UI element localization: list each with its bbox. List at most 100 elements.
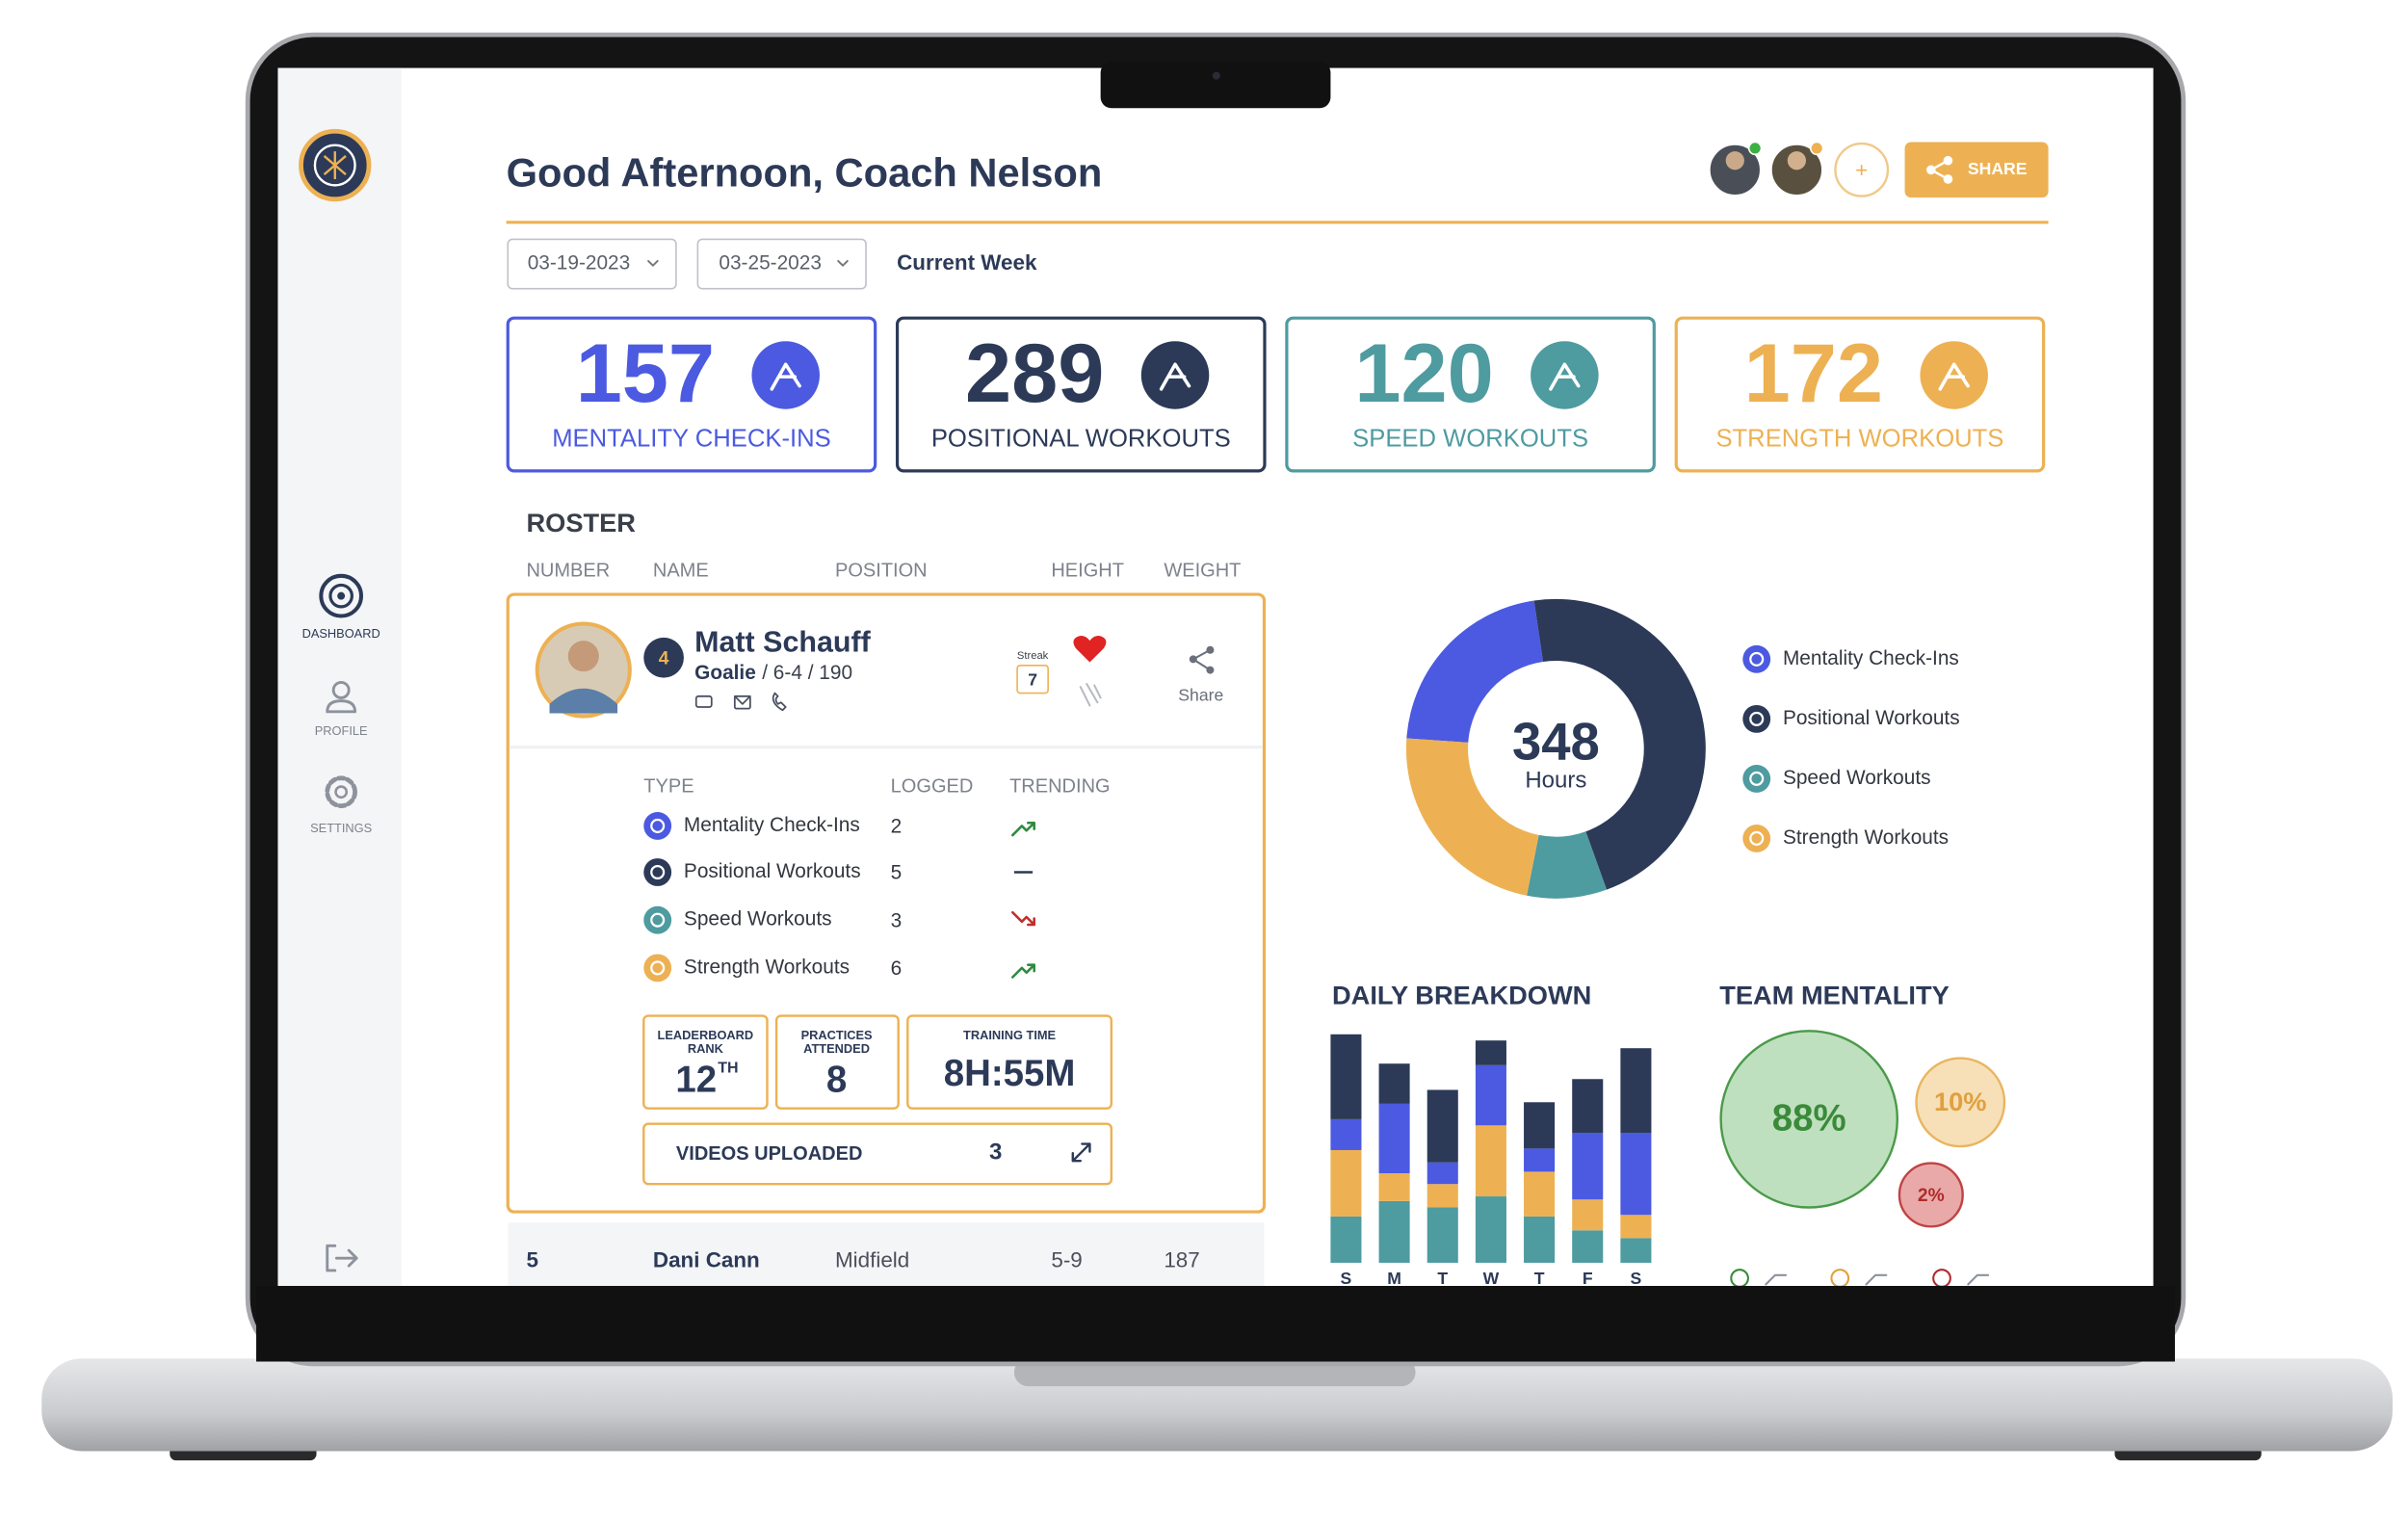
stat-glyph: [1159, 362, 1191, 391]
date-start: 03-19-2023: [528, 252, 631, 275]
number-badge: [643, 637, 684, 678]
player-details: / 6-4 / 190: [762, 661, 852, 683]
share-link[interactable]: Share: [1178, 685, 1223, 704]
nav-icon: [334, 785, 349, 799]
videos-box[interactable]: [642, 1122, 1113, 1186]
roster-row[interactable]: [508, 1222, 1265, 1299]
date-dropdown[interactable]: [507, 238, 677, 290]
icon-part: [733, 694, 751, 710]
roster-cell: Midfield: [835, 1247, 909, 1271]
legend-label: Mentality Check-Ins: [1783, 647, 1959, 669]
legend-glyph: [1749, 830, 1765, 846]
trend-up: [1011, 963, 1035, 979]
bar-segment: [1572, 1133, 1604, 1200]
player-name: Matt Schauff: [694, 625, 871, 658]
type-glyph: [650, 960, 666, 976]
donut-segment: [1527, 831, 1608, 899]
player-number: 4: [659, 648, 669, 668]
camera: [1212, 71, 1220, 80]
bubble-label: 88%: [1772, 1098, 1846, 1140]
type-glyph: [650, 818, 666, 833]
column-header: NAME: [653, 560, 709, 581]
stat-glyph: [1549, 362, 1581, 391]
column-header: WEIGHT: [1164, 560, 1241, 581]
type-icon: [643, 858, 672, 886]
type-logged: 2: [891, 816, 903, 838]
bar-segment: [1475, 1125, 1506, 1197]
nav-label: DASHBOARD: [302, 626, 380, 641]
legend-swatch: [1742, 824, 1771, 852]
nav-settings[interactable]: SETTINGS: [310, 775, 372, 835]
bubble: [1719, 1030, 1898, 1209]
bubble: [1898, 1162, 1964, 1228]
roster-cell: 5: [526, 1247, 537, 1271]
stat-label: POSITIONAL WORKOUTS: [931, 426, 1231, 453]
training-label: TRAINING TIME: [963, 1028, 1057, 1042]
rank-label: LEADERBOARD: [658, 1028, 754, 1042]
bar-segment: [1524, 1148, 1556, 1172]
bar-segment: [1475, 1064, 1506, 1126]
nav-icon: [319, 573, 364, 618]
bar-segment: [1330, 1034, 1362, 1119]
table-header: TRENDING: [1009, 776, 1111, 798]
stat-value: 289: [965, 328, 1104, 420]
nav-icon: [326, 699, 357, 714]
heart-icon[interactable]: [1073, 635, 1107, 663]
logo-ring: [313, 144, 356, 187]
stat-value: 172: [1744, 328, 1883, 420]
avatar-face: [1725, 151, 1744, 170]
bar-segment: [1524, 1102, 1556, 1149]
icon-part: [772, 692, 787, 712]
legend-swatch: [1742, 644, 1771, 673]
trend-down: [1011, 910, 1035, 927]
date-dropdown[interactable]: [696, 238, 867, 290]
logout-icon[interactable]: [326, 1244, 358, 1272]
expand-icon[interactable]: [1071, 1142, 1091, 1163]
legend-glyph: [1749, 771, 1765, 786]
contact-icons[interactable]: [694, 692, 787, 712]
type-logged: 6: [891, 957, 903, 980]
legend-label: Strength Workouts: [1783, 826, 1949, 849]
bar-segment: [1620, 1048, 1652, 1134]
legend-glyph: [1749, 651, 1765, 667]
bar-segment: [1475, 1040, 1506, 1065]
bar-segment: [1426, 1089, 1458, 1163]
x-tick-label: M: [1387, 1269, 1401, 1288]
nav-dashboard[interactable]: DASHBOARD: [302, 573, 380, 641]
trend-icon: [1865, 1273, 1888, 1286]
chart-title: DAILY BREAKDOWN: [1332, 981, 1591, 1010]
donut-total: 348: [1512, 712, 1600, 771]
add-label: +: [1855, 158, 1868, 182]
bar-segment: [1524, 1171, 1556, 1217]
type-name: Speed Workouts: [684, 908, 832, 930]
nav-profile[interactable]: PROFILE: [315, 680, 368, 738]
practices-value: 8: [826, 1060, 847, 1101]
type-icon: [643, 812, 672, 840]
status-dot: [1810, 141, 1824, 156]
rank-box: [642, 1014, 769, 1110]
trend-icon: [1967, 1273, 1990, 1286]
clap-icon[interactable]: [1079, 682, 1102, 707]
app: DASHBOARD PROFILE SETTINGS Good Afternoo…: [277, 67, 2049, 1299]
bubble: [1915, 1057, 2006, 1148]
bubble-label: 2%: [1918, 1186, 1945, 1206]
type-icon: [643, 905, 672, 934]
legend-swatch: [1742, 764, 1771, 793]
roster-columns: NUMBER NAME POSITION HEIGHT WEIGHT: [526, 560, 1241, 581]
donut-unit: Hours: [1525, 767, 1586, 793]
donut-segment: [1533, 598, 1706, 890]
streak-label: Streak: [1017, 650, 1049, 662]
bar-segment: [1620, 1238, 1652, 1263]
roster-cell: Dani Cann: [653, 1247, 760, 1271]
share-link-icon[interactable]: [1189, 645, 1215, 674]
nav-label: PROFILE: [315, 723, 368, 738]
column-header: HEIGHT: [1051, 560, 1124, 581]
share-button[interactable]: [1904, 142, 2049, 198]
add-button[interactable]: [1834, 142, 1890, 197]
bar-segment: [1330, 1216, 1362, 1263]
x-tick-label: S: [1631, 1269, 1642, 1288]
stat-glyph: [770, 362, 801, 391]
training-box: [906, 1014, 1113, 1110]
legend-label: Speed Workouts: [1783, 767, 1931, 789]
